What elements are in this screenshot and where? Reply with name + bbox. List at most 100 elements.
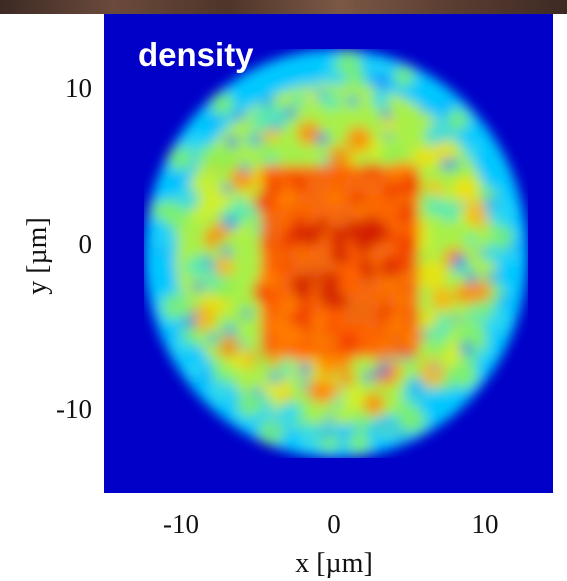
core-speckle <box>269 317 289 337</box>
core-speckle <box>287 312 301 325</box>
core-speckle <box>281 229 297 245</box>
density-hole <box>271 120 283 131</box>
density-speckle <box>412 146 433 167</box>
density-hole <box>384 132 392 140</box>
core-speckle <box>396 234 418 255</box>
density-speckle <box>430 287 455 311</box>
density-speckle <box>213 256 234 277</box>
density-speckle <box>346 67 366 87</box>
core-speckle <box>385 231 398 244</box>
density-speckle <box>188 361 204 377</box>
density-speckle <box>210 92 235 117</box>
density-speckle <box>322 92 341 111</box>
density-hole <box>260 95 275 109</box>
chart-title: density <box>138 36 254 73</box>
density-hole <box>268 370 282 385</box>
density-hole <box>509 240 522 254</box>
x-tick-labels: -10 0 10 <box>163 509 499 539</box>
density-hole <box>440 158 453 171</box>
core-speckle <box>400 198 413 212</box>
density-hole <box>223 323 237 337</box>
density-speckle <box>303 89 319 105</box>
density-hole <box>459 342 473 356</box>
density-speckle <box>210 147 237 174</box>
density-hole <box>460 200 467 208</box>
core-speckle <box>374 336 394 355</box>
density-speckle <box>296 121 322 146</box>
core-speckle <box>310 313 327 330</box>
density-hole <box>284 107 297 119</box>
photo-strip <box>0 0 567 14</box>
density-speckle <box>440 201 462 223</box>
density-hole <box>478 250 485 257</box>
density-speckle <box>446 108 469 132</box>
density-hole <box>420 104 429 114</box>
core-speckle <box>319 270 341 292</box>
density-speckle <box>316 353 340 377</box>
density-hole <box>407 379 422 393</box>
density-speckle <box>459 324 483 348</box>
density-hole <box>242 309 252 319</box>
density-speckle <box>372 93 389 110</box>
density-hole <box>417 391 424 398</box>
density-speckle <box>482 243 501 263</box>
core-speckle <box>376 306 394 323</box>
density-speckle <box>150 200 170 220</box>
density-speckle <box>305 379 329 402</box>
density-hole <box>247 133 260 146</box>
core-speckle <box>409 309 420 320</box>
density-speckle <box>431 341 446 357</box>
x-tick-label: -10 <box>163 509 199 539</box>
core-speckle <box>277 192 293 208</box>
density-speckle <box>381 116 396 131</box>
density-speckle <box>372 62 386 76</box>
density-hole <box>202 254 210 262</box>
density-hole <box>225 135 239 149</box>
density-hole <box>316 132 329 145</box>
density-speckle <box>250 106 277 133</box>
density-hole <box>339 429 346 437</box>
density-hole <box>223 247 230 254</box>
core-speckle <box>382 276 397 291</box>
density-blobs <box>144 49 528 458</box>
y-tick-label: 0 <box>79 229 93 259</box>
core-speckle <box>323 337 334 348</box>
density-speckle <box>418 260 446 289</box>
density-speckle <box>242 191 255 204</box>
density-speckle <box>419 310 438 329</box>
core-speckle <box>279 294 300 315</box>
density-speckle <box>232 350 252 370</box>
core-speckle <box>400 328 420 347</box>
core-speckle <box>391 251 411 272</box>
density-hole <box>169 331 176 338</box>
core-speckle <box>338 331 359 352</box>
density-hole <box>191 307 198 314</box>
density-speckle <box>463 141 480 158</box>
core-speckle <box>310 225 323 238</box>
core-speckle <box>297 312 317 331</box>
density-hole <box>317 89 327 99</box>
density-hole <box>253 388 262 397</box>
density-speckle <box>236 390 263 417</box>
density-speckle <box>281 408 299 426</box>
core-speckle <box>336 296 348 307</box>
density-speckle <box>161 293 189 321</box>
density-speckle <box>298 423 325 450</box>
core-speckle <box>326 321 337 332</box>
core-speckle <box>326 187 344 206</box>
density-speckle <box>467 280 492 305</box>
density-speckle <box>193 206 209 221</box>
density-speckle <box>185 255 208 279</box>
density-speckle <box>447 360 476 389</box>
density-hole <box>223 219 231 226</box>
density-hole <box>381 109 392 120</box>
density-hole <box>154 243 166 255</box>
core-speckle <box>270 342 288 360</box>
density-hole <box>443 99 451 107</box>
density-speckle <box>431 141 456 166</box>
density-hole <box>300 379 310 389</box>
density-hole <box>363 371 375 383</box>
density-hole <box>197 372 211 386</box>
